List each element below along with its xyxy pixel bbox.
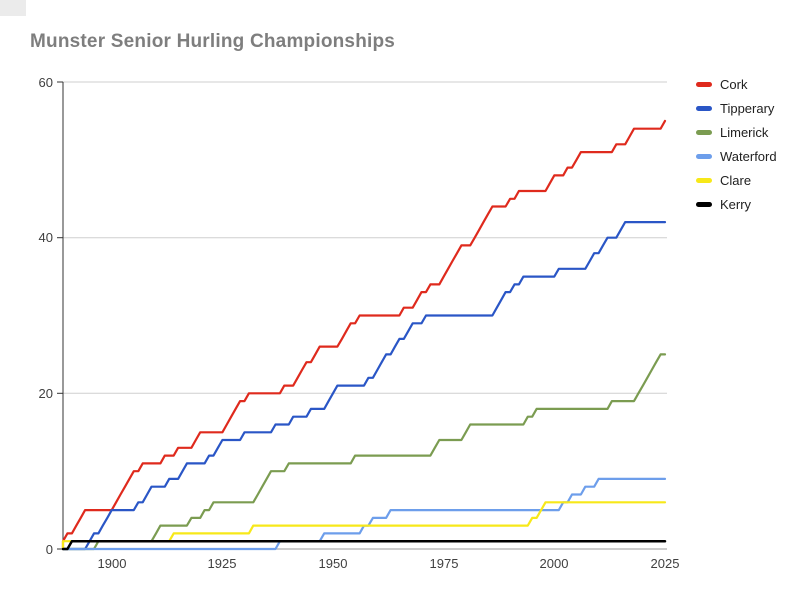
legend-label: Kerry <box>720 196 752 212</box>
y-axis-tick-label: 40 <box>38 230 53 245</box>
legend-swatch-cork <box>696 81 712 87</box>
legend-label: Limerick <box>720 124 769 140</box>
chart-title: Munster Senior Hurling Championships <box>30 31 396 52</box>
x-axis-tick-label: 1975 <box>429 556 459 571</box>
legend-item-clare: Clare <box>696 168 796 192</box>
legend-item-limerick: Limerick <box>696 120 796 144</box>
legend-item-cork: Cork <box>696 72 796 96</box>
legend-label: Clare <box>720 172 752 188</box>
x-axis-tick-label: 1925 <box>207 556 237 571</box>
y-axis-tick-label: 60 <box>38 75 53 90</box>
series-line-cork <box>61 119 667 551</box>
x-axis-tick-label: 1900 <box>97 556 127 571</box>
y-axis-tick-label: 20 <box>38 386 53 401</box>
legend-label: Waterford <box>720 148 777 164</box>
legend-item-tipperary: Tipperary <box>696 96 796 120</box>
x-axis-tick-label: 2000 <box>539 556 569 571</box>
y-axis-tick-label: 0 <box>45 542 53 557</box>
x-axis-tick-label: 2025 <box>650 556 680 571</box>
legend-swatch-limerick <box>696 129 712 135</box>
legend-item-kerry: Kerry <box>696 192 796 216</box>
legend-swatch-kerry <box>696 201 712 207</box>
legend-item-waterford: Waterford <box>696 144 796 168</box>
chart-legend: Cork Tipperary Limerick Waterford Clare … <box>696 72 796 216</box>
series-line-tipperary <box>61 221 667 551</box>
screen-corner-artifact <box>0 0 26 16</box>
series-line-limerick <box>61 353 667 551</box>
legend-label: Tipperary <box>720 100 775 116</box>
x-axis-tick-label: 1950 <box>318 556 348 571</box>
legend-swatch-waterford <box>696 153 712 159</box>
series-line-kerry <box>61 539 667 551</box>
legend-label: Cork <box>720 76 748 92</box>
legend-swatch-clare <box>696 177 712 183</box>
legend-swatch-tipperary <box>696 105 712 111</box>
